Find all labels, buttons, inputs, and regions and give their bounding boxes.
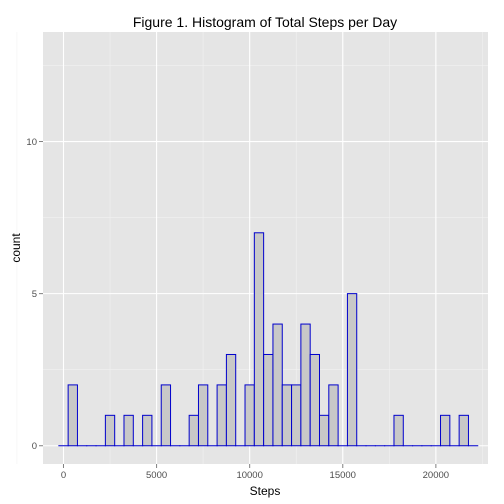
- histogram-bar: [104, 414, 116, 447]
- y-tick-label: 0: [32, 441, 37, 452]
- x-tick-label: 15000: [330, 470, 356, 481]
- histogram-bar: [188, 414, 199, 447]
- histogram-bar: [440, 414, 451, 447]
- histogram-bar: [281, 384, 293, 447]
- x-axis-ticks: 0 5000 10000 15000 20000: [61, 464, 449, 481]
- y-axis-ticks: 0 5 10: [26, 137, 43, 452]
- chart-title: Figure 1. Histogram of Total Steps per D…: [133, 14, 397, 30]
- histogram-bar: [263, 353, 274, 447]
- histogram-bar: [197, 384, 209, 447]
- histogram-bar: [123, 414, 134, 447]
- histogram-bar: [291, 384, 302, 447]
- histogram-bar: [244, 384, 255, 447]
- y-axis-title: count: [9, 233, 23, 263]
- histogram-bar: [318, 414, 330, 447]
- histogram-bar: [309, 353, 320, 447]
- y-tick-label: 5: [32, 289, 37, 300]
- x-tick-label: 0: [61, 470, 66, 481]
- histogram-bar: [160, 384, 172, 447]
- x-tick-label: 20000: [423, 470, 449, 481]
- histogram-bar: [216, 384, 227, 447]
- minor-gridlines: [16, 32, 488, 464]
- histogram-bar: [253, 232, 265, 447]
- histogram-bar: [458, 414, 469, 447]
- histogram-bar: [67, 384, 78, 447]
- histogram-bar: [272, 323, 283, 447]
- histogram-bars: [58, 232, 479, 447]
- histogram-bar: [300, 323, 311, 447]
- y-tick-label: 10: [26, 137, 37, 148]
- histogram-bar: [346, 293, 358, 447]
- histogram-bar: [328, 384, 339, 447]
- x-tick-label: 5000: [146, 470, 167, 481]
- histogram-bar: [225, 353, 237, 447]
- x-axis-title: Steps: [250, 484, 281, 498]
- x-tick-label: 10000: [236, 470, 262, 481]
- histogram-bar: [142, 414, 153, 447]
- histogram-bar: [393, 414, 404, 447]
